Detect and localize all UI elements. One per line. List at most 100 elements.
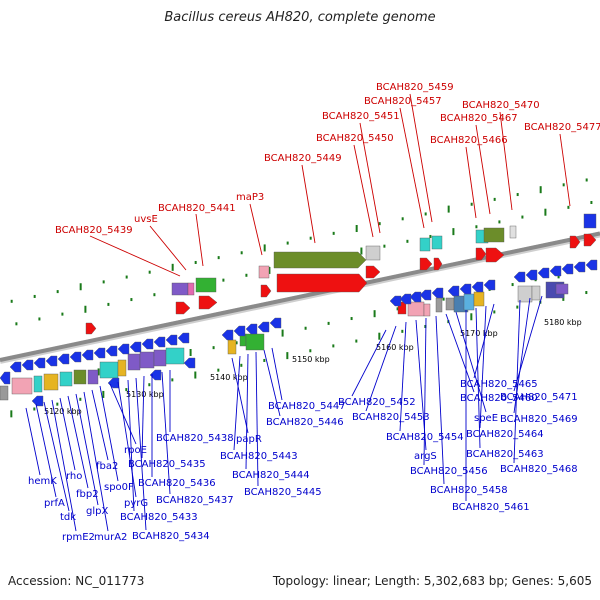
reverse-gene-body — [153, 349, 167, 367]
forward-gene-body — [175, 301, 191, 315]
ruler-tick — [125, 388, 128, 392]
bottom-label-leader — [513, 297, 531, 414]
reverse-arrow-body — [177, 332, 190, 344]
reverse-arrow — [21, 359, 34, 371]
ruler-tick — [452, 228, 455, 236]
bottom-gene-label: tdk — [60, 512, 76, 523]
reverse-arrow-body — [257, 321, 270, 333]
reverse-arrow — [81, 349, 94, 361]
reverse-gene-body — [245, 333, 265, 351]
ruler-tick — [10, 410, 13, 418]
reverse-arrow-body — [149, 369, 162, 381]
bottom-label-leader — [35, 403, 57, 498]
ruler-tick — [171, 378, 174, 382]
ruler-tick — [332, 231, 335, 235]
reverse-arrow — [93, 347, 106, 359]
reverse-arrow-body — [585, 259, 598, 271]
reverse-arrow-body — [537, 267, 550, 279]
ruler-tick — [350, 317, 353, 321]
ruler-tick — [217, 368, 220, 372]
top-label-leader — [465, 146, 477, 219]
reverse-arrow — [419, 289, 432, 301]
reverse-arrow-body — [165, 334, 178, 346]
forward-gene-body — [187, 282, 195, 296]
reverse-gene — [43, 373, 59, 391]
bottom-gene-label: prfA — [44, 498, 65, 509]
reverse-gene — [87, 369, 99, 385]
ruler-tick — [355, 339, 358, 343]
bottom-gene-label: BCAH820_5438 — [156, 433, 234, 444]
top-gene-label: BCAH820_5477 — [524, 122, 600, 133]
top-label-leader — [359, 122, 381, 234]
bottom-gene-label: murA2 — [94, 532, 127, 543]
bottom-label-leader — [245, 353, 249, 470]
reverse-arrow — [149, 369, 162, 381]
reverse-gene — [245, 333, 265, 351]
reverse-arrow-body — [573, 261, 586, 273]
reverse-arrow — [45, 355, 58, 367]
reverse-arrow — [153, 336, 166, 348]
reverse-arrow — [69, 351, 82, 363]
reverse-arrow — [459, 283, 472, 295]
ruler-tick — [125, 275, 128, 279]
forward-gene — [85, 322, 97, 335]
bottom-label-leader — [51, 399, 77, 532]
ruler-tick — [212, 346, 215, 350]
ruler-tick — [332, 344, 335, 348]
reverse-arrow — [9, 361, 22, 373]
forward-gene — [276, 273, 368, 293]
reverse-arrow — [233, 325, 246, 337]
reverse-gene — [11, 377, 33, 395]
bottom-gene-label: BCAH820_5468 — [500, 464, 578, 475]
reverse-gene — [227, 339, 237, 355]
bottom-gene-label: spo0F — [104, 482, 134, 493]
ruler-tick — [429, 234, 432, 238]
top-gene-label: maP3 — [236, 192, 264, 203]
ruler-tick — [447, 205, 450, 213]
reverse-gene-body — [0, 385, 9, 401]
reverse-arrow-body — [183, 357, 196, 369]
reverse-gene-body — [227, 339, 237, 355]
scale-label: 5130 kbp — [126, 390, 164, 399]
forward-gene — [569, 235, 581, 249]
top-label-leader — [559, 133, 571, 207]
reverse-gene — [397, 301, 407, 315]
bottom-label-leader — [75, 393, 99, 506]
top-gene-label: uvsE — [134, 214, 158, 225]
reverse-arrow — [141, 338, 154, 350]
bottom-gene-label: BCAH820_5452 — [338, 397, 416, 408]
reverse-arrow-body — [93, 347, 106, 359]
ruler-tick — [493, 197, 496, 201]
ruler-tick — [263, 358, 266, 362]
bottom-label-leader — [435, 315, 445, 485]
ruler-tick — [10, 299, 13, 303]
reverse-gene — [33, 375, 43, 393]
bottom-gene-label: fba2 — [96, 461, 118, 472]
reverse-arrow-body — [269, 317, 282, 329]
reverse-gene — [59, 371, 73, 387]
bottom-gene-label: glpX — [86, 506, 108, 517]
reverse-gene — [435, 297, 443, 313]
reverse-gene — [463, 293, 475, 311]
bottom-gene-label: BCAH820_5461 — [452, 502, 530, 513]
reverse-gene — [423, 303, 431, 317]
reverse-arrow — [183, 357, 196, 369]
top-label-leader — [499, 111, 513, 211]
reverse-arrow-body — [31, 395, 44, 407]
reverse-arrow-body — [105, 345, 118, 357]
ruler-tick — [56, 290, 59, 294]
bottom-label-leader — [455, 311, 487, 413]
forward-gene — [260, 284, 272, 298]
bottom-label-leader — [59, 397, 76, 471]
forward-gene — [365, 245, 381, 261]
ruler-tick — [401, 329, 404, 333]
bottom-gene-label: pyrG — [124, 498, 148, 509]
bottom-label-leader — [135, 377, 147, 531]
bottom-gene-label: BCAH820_5446 — [266, 417, 344, 428]
reverse-arrow-body — [81, 349, 94, 361]
forward-gene — [483, 227, 505, 243]
top-label-leader — [249, 203, 263, 256]
ruler-tick — [194, 260, 197, 264]
forward-gene — [198, 295, 218, 310]
forward-gene-body — [483, 227, 505, 243]
